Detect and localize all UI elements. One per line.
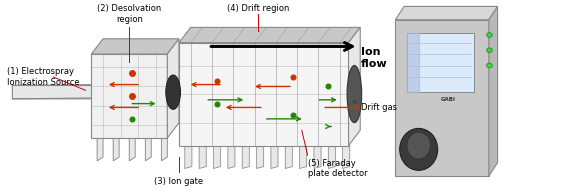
Polygon shape [285, 146, 292, 168]
Text: (4) Drift region: (4) Drift region [227, 4, 289, 13]
Polygon shape [396, 6, 498, 20]
Polygon shape [113, 138, 119, 161]
FancyBboxPatch shape [407, 33, 474, 92]
Polygon shape [228, 146, 235, 168]
Ellipse shape [347, 65, 362, 123]
Text: (3) Ion gate: (3) Ion gate [155, 177, 203, 186]
Polygon shape [242, 146, 249, 168]
Polygon shape [168, 39, 179, 138]
Polygon shape [185, 146, 192, 168]
Polygon shape [328, 146, 335, 168]
Text: GABI: GABI [441, 97, 455, 102]
Polygon shape [271, 146, 278, 168]
Polygon shape [407, 33, 418, 92]
Polygon shape [145, 138, 151, 161]
Polygon shape [213, 146, 220, 168]
Polygon shape [162, 138, 168, 161]
Ellipse shape [486, 63, 492, 68]
Polygon shape [97, 138, 103, 161]
Text: (2) Desolvation
region: (2) Desolvation region [97, 4, 161, 24]
Ellipse shape [407, 132, 430, 159]
Text: (1) Electrospray
Ionization Source: (1) Electrospray Ionization Source [6, 67, 79, 87]
Polygon shape [349, 27, 360, 146]
Polygon shape [130, 138, 135, 161]
Polygon shape [314, 146, 321, 168]
Polygon shape [179, 43, 349, 146]
Text: (5) Faraday
plate detector: (5) Faraday plate detector [308, 159, 367, 178]
Polygon shape [91, 39, 179, 54]
Ellipse shape [486, 48, 492, 53]
Polygon shape [12, 84, 97, 99]
Polygon shape [396, 20, 489, 176]
Text: Ion
flow: Ion flow [361, 47, 387, 69]
Polygon shape [299, 146, 306, 168]
Polygon shape [91, 54, 168, 138]
Ellipse shape [400, 128, 438, 170]
Polygon shape [199, 146, 206, 168]
Text: Drift gas: Drift gas [361, 103, 397, 112]
Polygon shape [343, 146, 350, 168]
Polygon shape [257, 146, 264, 168]
Polygon shape [489, 6, 498, 176]
Ellipse shape [486, 33, 492, 37]
Polygon shape [179, 27, 360, 43]
Ellipse shape [166, 75, 180, 109]
